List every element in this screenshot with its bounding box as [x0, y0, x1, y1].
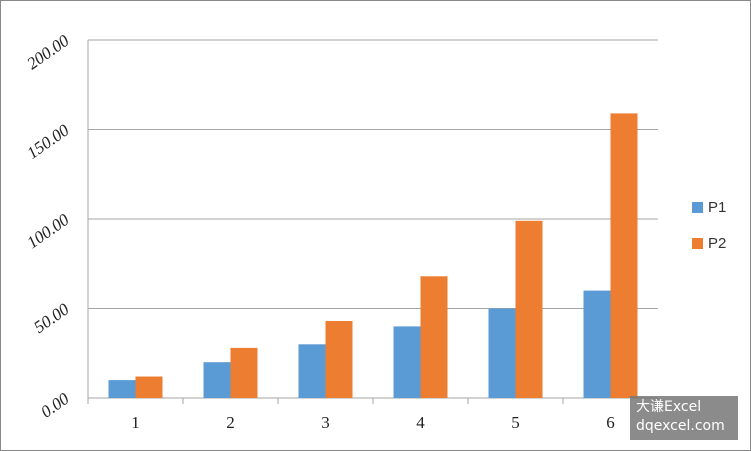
bar [420, 276, 448, 398]
x-tick-label: 6 [606, 413, 615, 432]
watermark: 大谦Excel [636, 399, 701, 415]
bar [583, 290, 611, 398]
bar [135, 376, 163, 398]
bar [515, 220, 543, 398]
bar [610, 113, 638, 398]
bar [488, 308, 516, 398]
x-tick-label: 4 [416, 413, 425, 432]
watermark-box [630, 396, 738, 440]
legend-label: P1 [708, 199, 726, 216]
bar [203, 362, 231, 398]
bar [298, 344, 326, 398]
x-tick-label: 5 [511, 413, 520, 432]
bar [325, 321, 353, 398]
x-tick-label: 3 [321, 413, 330, 432]
watermark: dqexcel.com [636, 418, 725, 434]
legend-swatch [692, 238, 703, 249]
x-tick-label: 1 [131, 413, 140, 432]
bar [393, 326, 421, 398]
bar [230, 347, 258, 398]
x-tick-label: 2 [226, 413, 235, 432]
bar [108, 380, 136, 398]
legend-swatch [692, 202, 703, 213]
legend-label: P2 [708, 235, 726, 252]
